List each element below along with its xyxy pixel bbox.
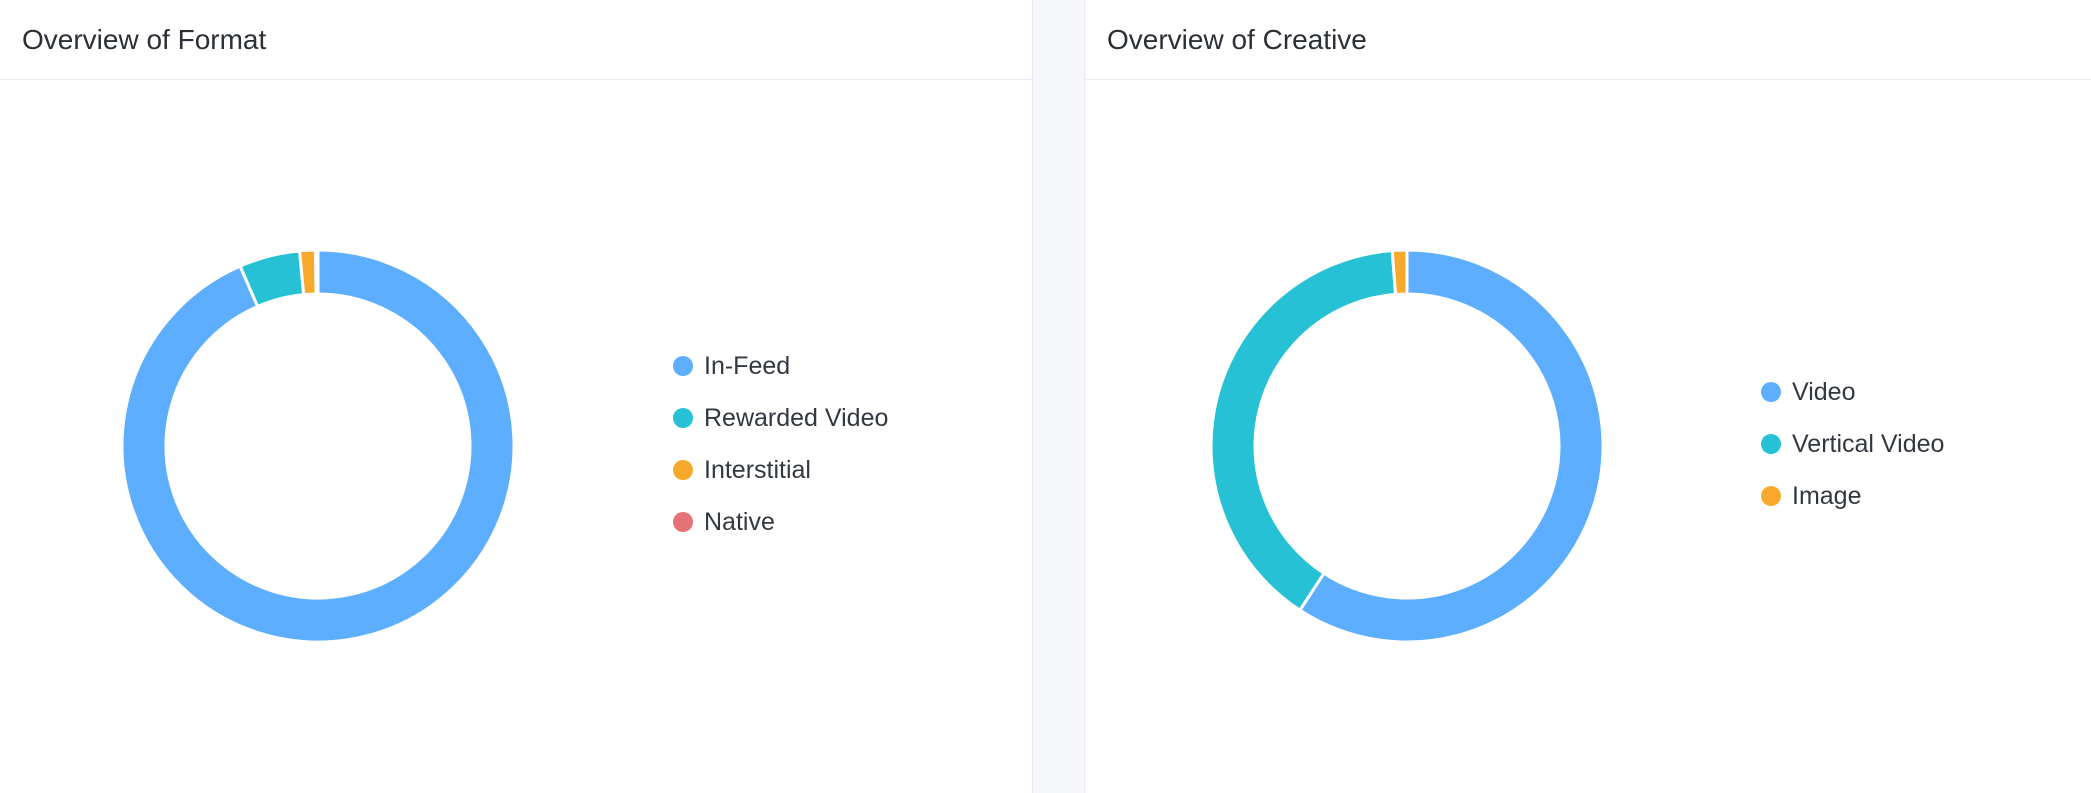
slice-vertical-video[interactable] — [1209, 248, 1398, 613]
legend-item-video[interactable]: Video — [1761, 366, 1944, 418]
legend-label: Vertical Video — [1792, 429, 1945, 458]
format-panel-header: Overview of Format — [0, 0, 1032, 80]
creative-panel-title: Overview of Creative — [1107, 23, 1367, 55]
creative-panel-header: Overview of Creative — [1085, 0, 2091, 80]
legend-item-rewarded-video[interactable]: Rewarded Video — [673, 392, 888, 444]
legend-dot-icon — [1761, 486, 1781, 506]
creative-panel: Overview of Creative Video Vertical Video… — [1084, 0, 2091, 793]
format-legend: In-Feed Rewarded Video Interstitial Native — [673, 340, 888, 548]
slice-native[interactable] — [314, 248, 320, 296]
legend-item-native[interactable]: Native — [673, 496, 888, 548]
legend-label: In-Feed — [704, 351, 791, 380]
legend-label: Native — [704, 507, 775, 536]
legend-dot-icon — [1761, 434, 1781, 454]
format-donut-chart — [120, 248, 516, 644]
creative-legend: Video Vertical Video Image — [1761, 366, 1944, 522]
legend-dot-icon — [673, 512, 693, 532]
legend-label: Rewarded Video — [704, 403, 889, 432]
format-panel: Overview of Format In-Feed Rewarded Video… — [0, 0, 1033, 793]
legend-label: Video — [1792, 377, 1856, 406]
legend-label: Image — [1792, 481, 1862, 510]
slice-video[interactable] — [1297, 248, 1605, 644]
slice-image[interactable] — [1390, 248, 1409, 297]
slice-in-feed[interactable] — [120, 248, 516, 644]
legend-item-vertical-video[interactable]: Vertical Video — [1761, 418, 1944, 470]
format-panel-title: Overview of Format — [22, 23, 267, 55]
legend-label: Interstitial — [704, 455, 811, 484]
legend-item-in-feed[interactable]: In-Feed — [673, 340, 888, 392]
legend-dot-icon — [673, 460, 693, 480]
legend-item-image[interactable]: Image — [1761, 470, 1944, 522]
legend-item-interstitial[interactable]: Interstitial — [673, 444, 888, 496]
legend-dot-icon — [673, 356, 693, 376]
legend-dot-icon — [1761, 382, 1781, 402]
slice-interstitial[interactable] — [297, 248, 318, 297]
legend-dot-icon — [673, 408, 693, 428]
creative-donut-chart — [1209, 248, 1605, 644]
